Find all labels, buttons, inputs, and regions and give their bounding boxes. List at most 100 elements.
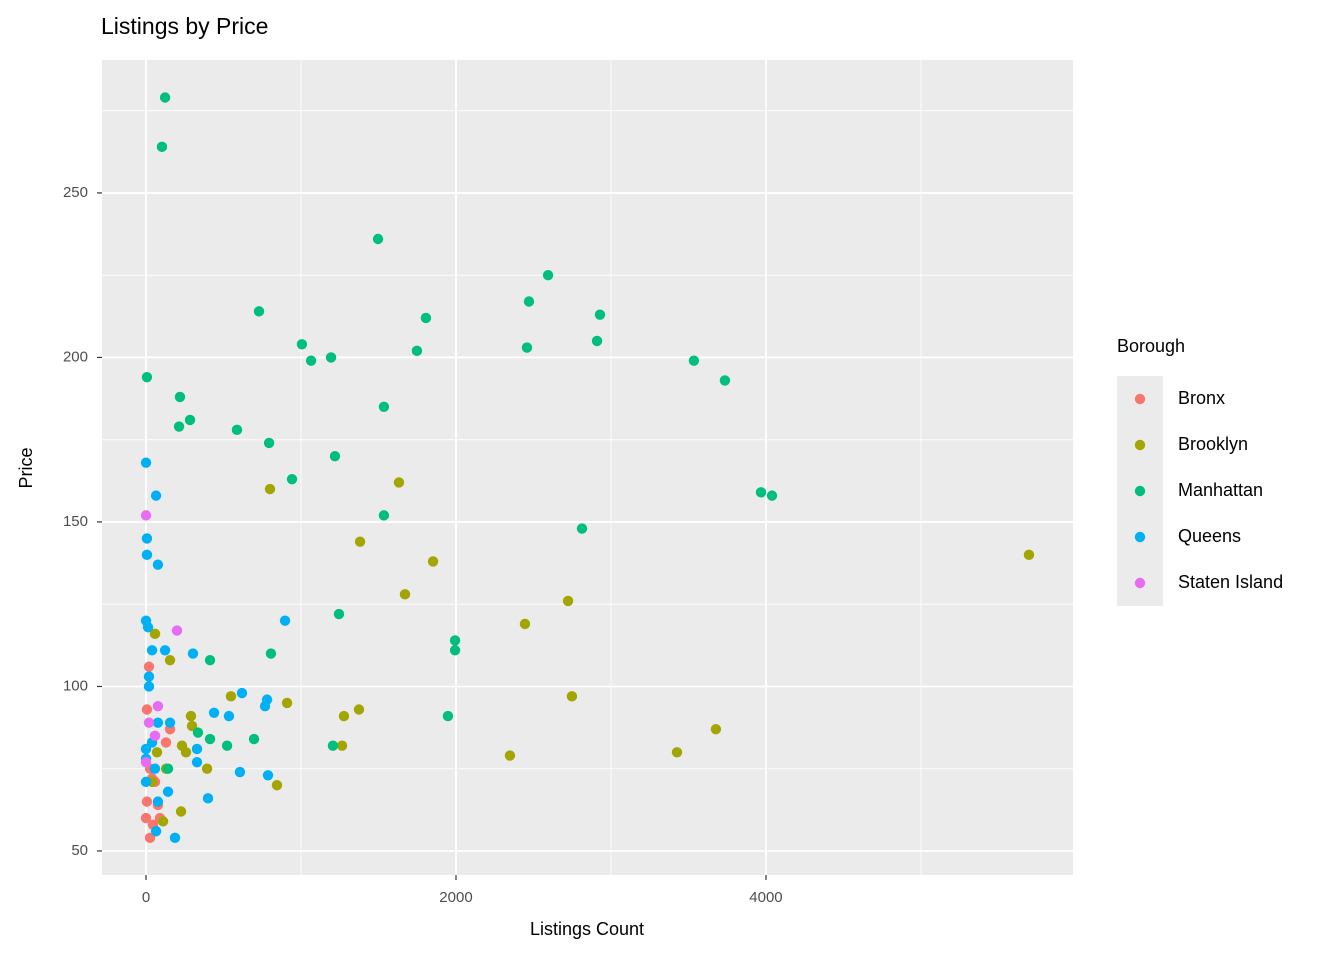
point: [221, 740, 233, 751]
legend-key: [1134, 531, 1146, 543]
x-tick-label: 0: [142, 889, 150, 906]
point: [420, 312, 432, 324]
point: [591, 335, 603, 347]
point: [327, 740, 339, 751]
point: [140, 457, 152, 468]
point: [175, 806, 187, 817]
legend-key: [1134, 577, 1146, 589]
point: [594, 309, 606, 320]
point: [152, 717, 164, 728]
point: [150, 490, 162, 501]
point: [305, 355, 317, 366]
legend-key: [1134, 485, 1146, 497]
point: [755, 487, 767, 498]
legend-key: [1134, 393, 1146, 405]
point: [140, 743, 152, 755]
point: [378, 510, 390, 521]
point: [201, 763, 213, 774]
legend-label: Manhattan: [1178, 480, 1263, 500]
point: [521, 342, 533, 353]
point: [141, 549, 153, 561]
point: [149, 730, 161, 742]
legend-label: Queens: [1178, 526, 1241, 546]
point: [253, 306, 265, 317]
point: [157, 816, 169, 827]
point: [523, 296, 535, 307]
point: [265, 648, 277, 659]
point: [688, 355, 700, 366]
point: [162, 786, 174, 797]
point: [354, 536, 366, 547]
point: [279, 615, 291, 626]
point: [325, 352, 337, 363]
point: [271, 779, 283, 791]
point: [171, 625, 183, 636]
point: [449, 635, 461, 646]
panel: [102, 60, 1073, 875]
point: [542, 269, 554, 281]
point: [566, 691, 578, 702]
x-tick-label: 4000: [749, 889, 782, 906]
x-axis-title: Listings Count: [530, 919, 644, 939]
point: [141, 704, 153, 715]
legend-title: Borough: [1117, 336, 1185, 356]
point: [146, 645, 158, 656]
point: [152, 559, 164, 570]
point: [160, 737, 172, 748]
point: [264, 483, 276, 495]
legend-label: Brooklyn: [1178, 434, 1248, 454]
point: [1023, 549, 1035, 561]
point: [336, 740, 348, 751]
point: [208, 707, 220, 718]
point: [140, 812, 152, 824]
point: [174, 391, 186, 403]
point: [149, 628, 161, 640]
point: [159, 92, 171, 103]
point: [164, 717, 176, 728]
point: [152, 701, 164, 712]
point: [562, 595, 574, 607]
point: [162, 763, 174, 774]
point: [169, 832, 181, 844]
y-axis-title: Price: [16, 447, 36, 488]
point: [202, 793, 214, 804]
point: [185, 710, 197, 722]
point: [173, 421, 185, 432]
point: [141, 533, 153, 544]
point: [576, 523, 588, 534]
point: [176, 740, 188, 751]
point: [427, 556, 439, 567]
point: [378, 401, 390, 412]
point: [144, 832, 156, 844]
point: [286, 473, 298, 485]
point: [333, 608, 345, 620]
point: [143, 671, 155, 682]
point: [184, 414, 196, 426]
point: [519, 618, 531, 630]
x-tick-label: 2000: [439, 889, 472, 906]
point: [338, 710, 350, 722]
point: [140, 510, 152, 521]
point: [281, 697, 293, 709]
point: [442, 710, 454, 722]
y-tick-label: 100: [63, 677, 88, 694]
point: [191, 743, 203, 755]
point: [142, 622, 154, 633]
point: [164, 654, 176, 666]
point: [719, 375, 731, 386]
point: [411, 345, 423, 357]
point: [353, 704, 365, 715]
point: [150, 826, 162, 837]
point: [140, 756, 152, 768]
point: [141, 796, 153, 807]
point: [143, 717, 155, 728]
chart-title: Listings by Price: [101, 13, 268, 39]
point: [156, 141, 168, 153]
grid: [102, 60, 1073, 875]
point: [259, 701, 271, 712]
point: [143, 661, 155, 672]
point: [248, 733, 260, 745]
point: [204, 733, 216, 745]
point: [710, 724, 722, 735]
